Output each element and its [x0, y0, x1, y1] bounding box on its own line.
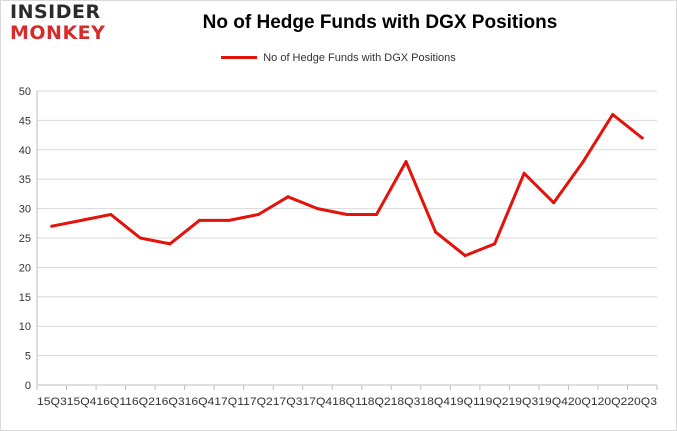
data-point — [109, 213, 113, 216]
y-tick-label: 45 — [19, 115, 31, 127]
data-point — [404, 160, 408, 164]
series-line-0 — [50, 113, 644, 258]
y-tick-label: 25 — [19, 233, 31, 245]
legend-label: No of Hedge Funds with DGX Positions — [263, 52, 456, 64]
legend-swatch — [221, 55, 258, 59]
data-point — [552, 201, 556, 205]
data-point — [316, 207, 319, 211]
data-point — [375, 213, 378, 216]
data-point — [434, 230, 438, 234]
data-point — [138, 236, 142, 240]
series-layer — [50, 113, 644, 258]
y-tick-label: 15 — [19, 292, 31, 304]
data-point — [168, 242, 172, 246]
data-point — [50, 224, 54, 228]
y-tick-label: 0 — [25, 380, 31, 392]
data-point — [640, 136, 644, 140]
y-tick-label: 10 — [19, 321, 31, 333]
y-tick-label: 40 — [19, 145, 31, 157]
x-tick-labels: 15Q315Q416Q116Q216Q316Q417Q117Q217Q317Q4… — [37, 396, 657, 408]
chart-title: No of Hedge Funds with DGX Positions — [202, 12, 558, 33]
data-point — [256, 213, 260, 216]
insider-monkey-logo: INSIDER MONKEY — [10, 3, 130, 43]
data-point — [522, 171, 526, 175]
y-tick-label: 20 — [19, 262, 31, 274]
chart-legend: No of Hedge Funds with DGX Positions — [0, 52, 677, 64]
data-point — [581, 160, 585, 164]
y-tick-label: 30 — [19, 204, 31, 216]
data-point — [79, 218, 83, 222]
data-point — [227, 218, 231, 222]
data-point — [345, 213, 349, 216]
data-point — [493, 242, 497, 246]
gridlines — [37, 90, 657, 357]
y-tick-label: 5 — [25, 351, 31, 363]
data-point — [463, 254, 467, 258]
y-tick-label: 50 — [19, 86, 31, 98]
data-point — [197, 218, 201, 222]
data-point — [286, 195, 290, 199]
axes: 0 5 10 15 20 25 30 35 40 45 50 — [19, 86, 658, 392]
y-tick-label: 35 — [19, 174, 31, 186]
logo-line-2: MONKEY — [10, 22, 106, 44]
data-point — [611, 113, 615, 116]
logo-line-1: INSIDER — [10, 1, 101, 23]
